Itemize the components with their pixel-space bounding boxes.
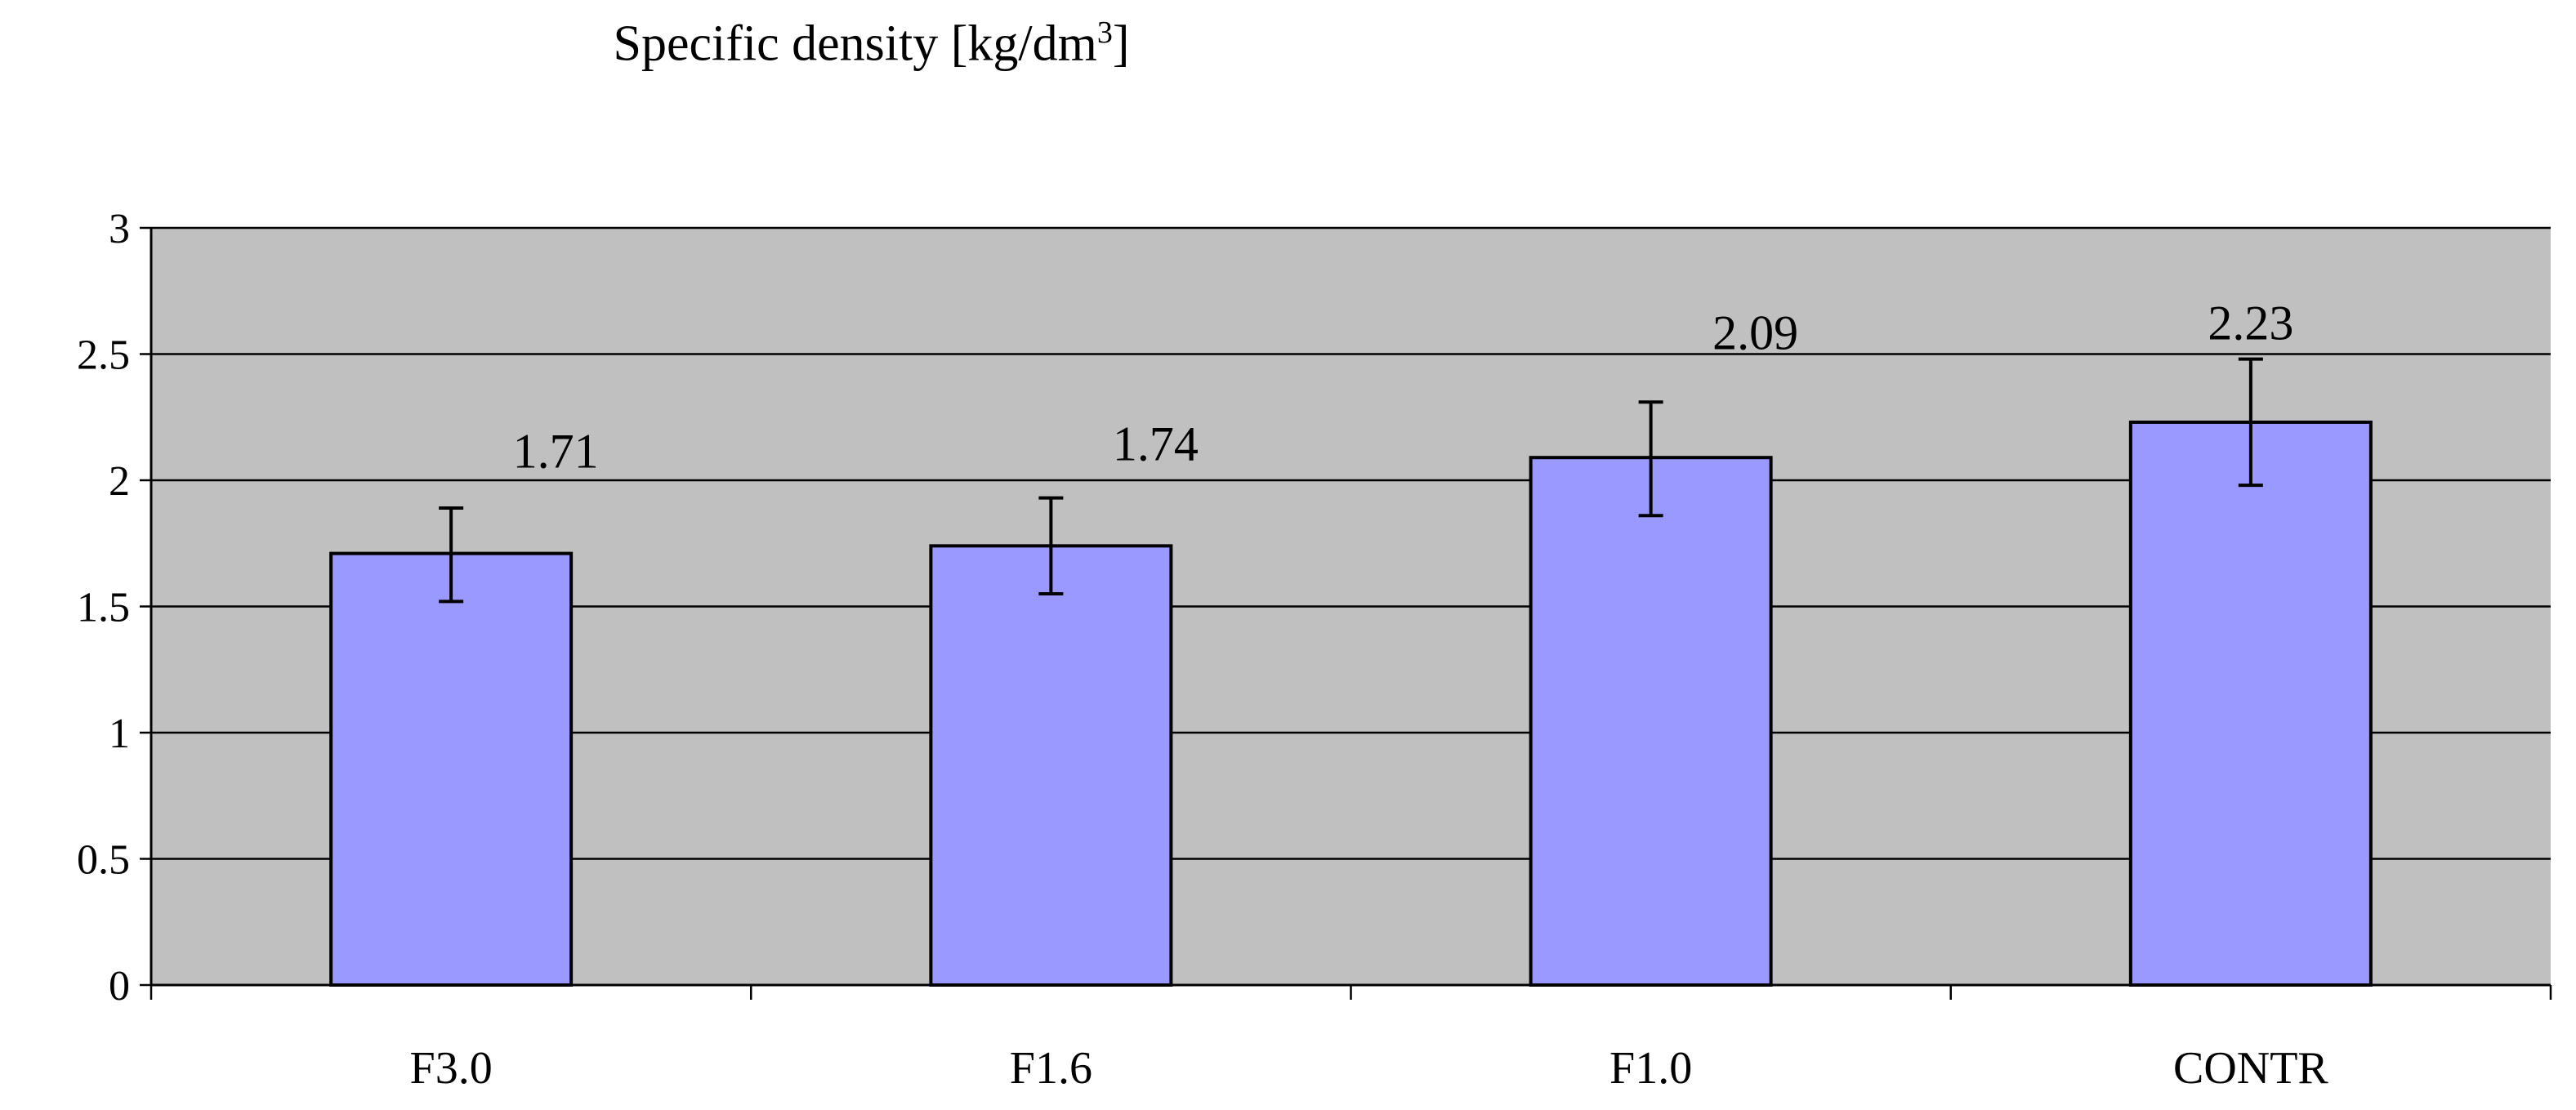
y-tick-label-5: 2.5 xyxy=(77,332,130,379)
bar-2 xyxy=(1529,456,1773,987)
x-tick-label-2: F1.0 xyxy=(1609,1043,1692,1094)
y-tick-label-2: 1 xyxy=(109,711,130,757)
y-tick-label-6: 3 xyxy=(109,206,130,252)
chart-title-main: Specific density [kg/dm xyxy=(613,16,1097,72)
chart-title: Specific density [kg/dm3] xyxy=(0,15,2576,74)
y-tick-label-3: 1.5 xyxy=(77,585,130,631)
data-label-0: 1.71 xyxy=(513,425,599,479)
x-tick-label-1: F1.6 xyxy=(1010,1043,1092,1094)
chart-title-suffix: ] xyxy=(1112,16,1130,72)
bar-3 xyxy=(2128,420,2373,987)
x-tick-label-0: F3.0 xyxy=(410,1043,493,1094)
y-tick-label-1: 0.5 xyxy=(77,837,130,884)
data-label-3: 2.23 xyxy=(2208,296,2293,350)
y-tick-label-0: 0 xyxy=(109,963,130,1010)
bar-1 xyxy=(929,544,1173,987)
x-tick-label-3: CONTR xyxy=(2173,1043,2328,1094)
chart-title-superscript: 3 xyxy=(1096,16,1113,50)
data-label-1: 1.74 xyxy=(1113,417,1199,470)
data-label-2: 2.09 xyxy=(1712,305,1798,359)
y-tick-label-4: 2 xyxy=(109,458,130,505)
bar-0 xyxy=(329,551,574,987)
